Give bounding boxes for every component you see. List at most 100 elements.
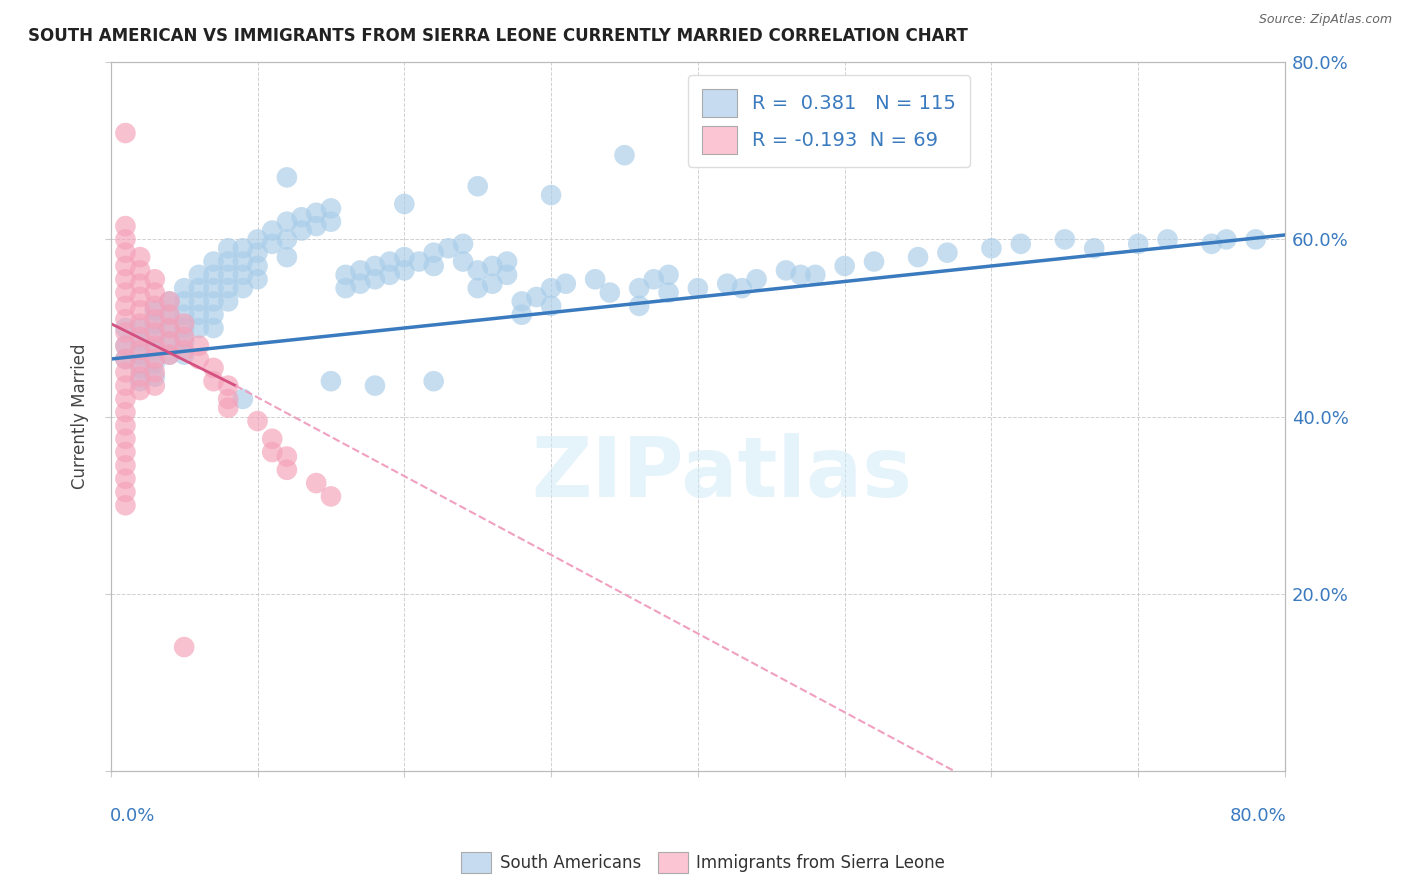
Point [143, 339, 166, 353]
Point [217, 281, 239, 295]
Point [657, 285, 679, 300]
Point [217, 241, 239, 255]
Point [173, 330, 195, 344]
Point [114, 245, 136, 260]
Point [378, 254, 401, 268]
Point [129, 360, 152, 375]
Point [202, 254, 225, 268]
Point [232, 268, 254, 282]
Point [789, 268, 811, 282]
Point [187, 308, 209, 322]
Point [187, 352, 209, 367]
Point [657, 268, 679, 282]
Point [114, 326, 136, 340]
Point [129, 369, 152, 384]
Point [1083, 241, 1105, 255]
Point [422, 245, 444, 260]
Point [437, 241, 460, 255]
Point [262, 445, 284, 459]
Point [114, 219, 136, 233]
Point [510, 308, 533, 322]
Point [114, 126, 136, 140]
Point [143, 369, 166, 384]
Point [129, 383, 152, 397]
Point [290, 223, 312, 237]
Point [114, 485, 136, 500]
Point [202, 374, 225, 388]
Point [1156, 232, 1178, 246]
Point [114, 285, 136, 300]
Point [173, 308, 195, 322]
Point [246, 414, 269, 428]
Text: 0.0%: 0.0% [110, 806, 155, 824]
Point [159, 334, 181, 349]
Point [114, 321, 136, 335]
Point [408, 254, 430, 268]
Point [467, 179, 489, 194]
Point [775, 263, 797, 277]
Point [173, 294, 195, 309]
Point [745, 272, 768, 286]
Point [217, 254, 239, 268]
Point [863, 254, 886, 268]
Point [129, 277, 152, 291]
Point [246, 272, 269, 286]
Point [173, 281, 195, 295]
Point [114, 339, 136, 353]
Point [114, 352, 136, 367]
Point [217, 378, 239, 392]
Point [114, 352, 136, 367]
Point [540, 188, 562, 202]
Point [394, 250, 416, 264]
Point [129, 321, 152, 335]
Point [129, 303, 152, 318]
Point [305, 476, 328, 491]
Point [173, 348, 195, 362]
Point [114, 378, 136, 392]
Point [143, 303, 166, 318]
Point [290, 211, 312, 225]
Point [613, 148, 636, 162]
Point [628, 299, 651, 313]
Point [143, 352, 166, 367]
Point [129, 374, 152, 388]
Point [114, 312, 136, 326]
Point [114, 299, 136, 313]
Point [143, 330, 166, 344]
Point [129, 356, 152, 370]
Point [1244, 232, 1267, 246]
Point [159, 348, 181, 362]
Point [202, 321, 225, 335]
Point [143, 317, 166, 331]
Point [143, 299, 166, 313]
Point [173, 321, 195, 335]
Point [1128, 236, 1150, 251]
Point [187, 281, 209, 295]
Y-axis label: Currently Married: Currently Married [72, 344, 89, 490]
Point [1201, 236, 1223, 251]
Point [1053, 232, 1076, 246]
Point [173, 317, 195, 331]
Point [202, 281, 225, 295]
Point [305, 219, 328, 233]
Point [467, 281, 489, 295]
Point [173, 334, 195, 349]
Point [114, 232, 136, 246]
Point [202, 294, 225, 309]
Point [305, 206, 328, 220]
Point [804, 126, 827, 140]
Point [202, 308, 225, 322]
Point [217, 392, 239, 406]
Point [262, 223, 284, 237]
Point [187, 339, 209, 353]
Text: 80.0%: 80.0% [1229, 806, 1286, 824]
Point [599, 285, 621, 300]
Point [378, 268, 401, 282]
Point [217, 294, 239, 309]
Point [276, 450, 298, 464]
Point [173, 343, 195, 358]
Text: SOUTH AMERICAN VS IMMIGRANTS FROM SIERRA LEONE CURRENTLY MARRIED CORRELATION CHA: SOUTH AMERICAN VS IMMIGRANTS FROM SIERRA… [28, 27, 967, 45]
Point [129, 348, 152, 362]
Point [936, 245, 959, 260]
Point [422, 259, 444, 273]
